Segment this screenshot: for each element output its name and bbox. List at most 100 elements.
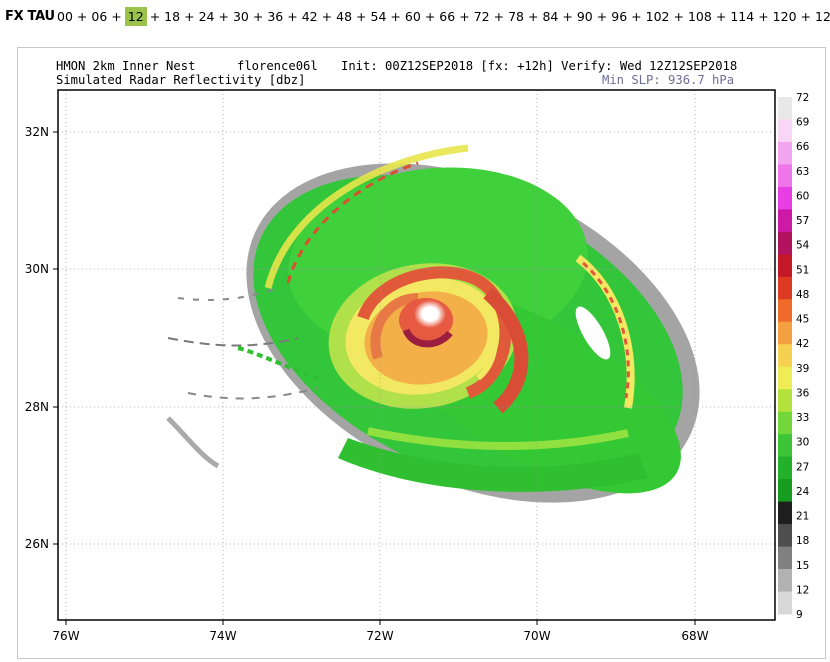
fx-tau-72[interactable]: 72 [473, 9, 490, 24]
fx-tau-00[interactable]: 00 [57, 9, 73, 24]
colorbar-segment [778, 546, 792, 570]
fx-tau-06[interactable]: 06 [91, 9, 108, 24]
fx-tau-24[interactable]: 24 [198, 9, 215, 24]
fx-tau-48[interactable]: 48 [336, 9, 353, 24]
fx-tau-separator: + [76, 9, 88, 24]
fx-tau-separator: + [111, 9, 122, 24]
colorbar-tick-label: 48 [796, 289, 809, 301]
colorbar-tick-label: 69 [796, 117, 809, 129]
fx-tau-separator: + [218, 9, 229, 24]
fx-tau-separator: + [715, 9, 727, 24]
radar-map: 32N 30N 28N 26N 76W 74W 72W 70W 68W 72 69… [25, 89, 810, 643]
colorbar-segment [778, 524, 792, 548]
fx-tau-120[interactable]: 120 [772, 9, 797, 24]
colorbar-segment [778, 254, 792, 278]
colorbar-tick-label: 66 [796, 141, 810, 153]
colorbar-tick-label: 21 [796, 511, 809, 523]
colorbar-segment [778, 186, 792, 210]
fx-tau-separator: + [758, 9, 769, 24]
lon-label-68w: 68W [681, 629, 708, 643]
fx-tau-126[interactable]: 126 [815, 9, 830, 24]
colorbar-segment [778, 299, 792, 323]
lon-label-70w: 70W [523, 629, 550, 643]
product-title: Simulated Radar Reflectivity [dbz] [56, 73, 306, 87]
fx-tau-66[interactable]: 66 [439, 9, 456, 24]
colorbar: 72 69 66 63 60 57 54 51 48 45 42 39 36 33 30 27 24 21 18 15… [778, 92, 810, 621]
fx-tau-separator: + [184, 9, 195, 24]
fx-tau-separator: + [287, 9, 298, 24]
fx-tau-separator: + [562, 9, 573, 24]
min-slp: Min SLP: 936.7 hPa [602, 73, 735, 87]
colorbar-tick-label: 51 [796, 264, 809, 276]
fx-tau-list: 00 +06 +12 +18 +24 +30 +36 +42 +48 +54 +60 +66 +72 +7… [56, 7, 830, 26]
lat-label-28n: 28N [25, 400, 49, 414]
colorbar-segment [778, 366, 792, 390]
colorbar-tick-label: 39 [796, 363, 809, 375]
colorbar-segment [778, 456, 792, 480]
reflectivity-field [166, 144, 700, 503]
fx-tau-108[interactable]: 108 [687, 9, 712, 24]
fx-tau-separator: + [459, 9, 470, 24]
colorbar-segment [778, 141, 792, 165]
storm-name: florence06l [237, 59, 318, 73]
fx-tau-separator: + [800, 9, 812, 24]
fx-tau-18[interactable]: 18 [164, 9, 181, 24]
fx-tau-60[interactable]: 60 [404, 9, 421, 24]
colorbar-tick-label: 45 [796, 314, 809, 326]
colorbar-tick-label: 42 [796, 338, 809, 350]
fx-tau-42[interactable]: 42 [301, 9, 318, 24]
fx-tau-30[interactable]: 30 [232, 9, 249, 24]
colorbar-segment [778, 321, 792, 345]
colorbar-segment [778, 344, 792, 368]
fx-tau-label: FX TAU [5, 9, 55, 24]
colorbar-segment [778, 209, 792, 233]
colorbar-tick-label: 9 [796, 609, 803, 621]
lon-label-74w: 74W [209, 629, 236, 643]
colorbar-tick-label: 12 [796, 584, 809, 596]
fx-tau-36[interactable]: 36 [267, 9, 284, 24]
colorbar-tick-label: 36 [796, 387, 810, 399]
lon-label-72w: 72W [366, 629, 393, 643]
fx-tau-separator: + [252, 9, 264, 24]
lat-label-26n: 26N [25, 537, 49, 551]
fx-tau-114[interactable]: 114 [730, 9, 755, 24]
fx-tau-102[interactable]: 102 [645, 9, 670, 24]
fx-tau-separator: + [596, 9, 608, 24]
colorbar-segment [778, 569, 792, 593]
colorbar-tick-label: 15 [796, 560, 809, 572]
colorbar-segment [778, 501, 792, 525]
colorbar-tick-label: 60 [796, 191, 809, 203]
fx-tau-96[interactable]: 96 [611, 9, 628, 24]
fx-tau-separator: + [527, 9, 539, 24]
fx-tau-90[interactable]: 90 [576, 9, 593, 24]
colorbar-tick-label: 24 [796, 486, 810, 498]
colorbar-segment [778, 389, 792, 413]
colorbar-tick-label: 33 [796, 412, 809, 424]
fx-tau-separator: + [424, 9, 436, 24]
graticule [58, 90, 775, 620]
fx-tau-separator: + [390, 9, 401, 24]
colorbar-segment [778, 276, 792, 300]
colorbar-tick-label: 63 [796, 166, 809, 178]
fx-tau-separator: + [631, 9, 642, 24]
colorbar-tick-label: 54 [796, 240, 810, 252]
fx-tau-bar: FX TAU 00 +06 +12 +18 +24 +30 +36 +42 +48 +54 +60 +… [0, 0, 830, 34]
lon-label-76w: 76W [52, 629, 79, 643]
colorbar-segment [778, 479, 792, 503]
fx-tau-separator: + [321, 9, 333, 24]
fx-tau-12[interactable]: 12 [124, 7, 147, 26]
fx-tau-separator: + [356, 9, 367, 24]
colorbar-segment [778, 97, 792, 120]
colorbar-tick-label: 18 [796, 535, 809, 547]
fx-tau-78[interactable]: 78 [508, 9, 524, 24]
fx-tau-separator: + [493, 9, 505, 24]
colorbar-segment [778, 411, 792, 435]
fx-tau-54[interactable]: 54 [370, 9, 387, 24]
map-border [57, 89, 776, 621]
init-fx-verify: Init: 00Z12SEP2018 [fx: +12h] Verify: We… [341, 59, 738, 73]
colorbar-segment [778, 164, 792, 188]
colorbar-tick-label: 72 [796, 92, 809, 104]
fx-tau-84[interactable]: 84 [542, 9, 559, 24]
colorbar-segment [778, 231, 792, 255]
model-title: HMON 2km Inner Nest [56, 59, 196, 73]
